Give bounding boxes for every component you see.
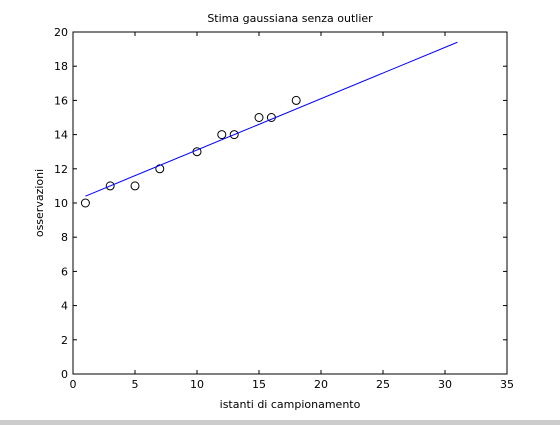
x-tick-label: 25 — [376, 378, 390, 391]
data-point — [80, 198, 90, 208]
y-tick-label: 8 — [61, 231, 68, 244]
y-tick-label: 12 — [54, 163, 68, 176]
y-tick-label: 6 — [61, 265, 68, 278]
y-tick-label: 4 — [61, 300, 68, 313]
axes-box — [72, 31, 508, 375]
x-tick-label: 35 — [500, 378, 514, 391]
chart-title: Stima gaussiana senza outlier — [207, 12, 373, 25]
y-tick-label: 2 — [61, 334, 68, 347]
y-tick-label: 18 — [54, 60, 68, 73]
x-tick-label: 20 — [314, 378, 328, 391]
x-tick-label: 5 — [132, 378, 139, 391]
plot-area — [73, 32, 507, 374]
y-axis-label: osservazioni — [33, 169, 46, 237]
data-point — [291, 95, 301, 105]
y-tick-label: 20 — [54, 26, 68, 39]
data-layer — [80, 41, 458, 208]
x-tick-label: 10 — [190, 378, 204, 391]
x-axis-label: istanti di campionamento — [220, 398, 361, 411]
x-tick-label: 15 — [252, 378, 266, 391]
data-point — [254, 113, 264, 122]
x-tick-label: 0 — [70, 378, 77, 391]
data-point — [130, 181, 140, 191]
data-point — [217, 130, 227, 140]
x-tick-label: 30 — [438, 378, 452, 391]
ticks-layer: 0 5 10 15 20 25 30 35 0 2 4 6 8 10 12 14 16 18 20 — [54, 26, 514, 391]
data-point — [229, 130, 239, 140]
data-point — [155, 164, 165, 174]
fit-line — [85, 41, 458, 197]
y-tick-label: 10 — [54, 197, 68, 210]
y-tick-label: 0 — [61, 368, 68, 381]
y-tick-label: 14 — [54, 129, 68, 142]
y-tick-label: 16 — [54, 94, 68, 107]
data-point — [105, 181, 115, 191]
